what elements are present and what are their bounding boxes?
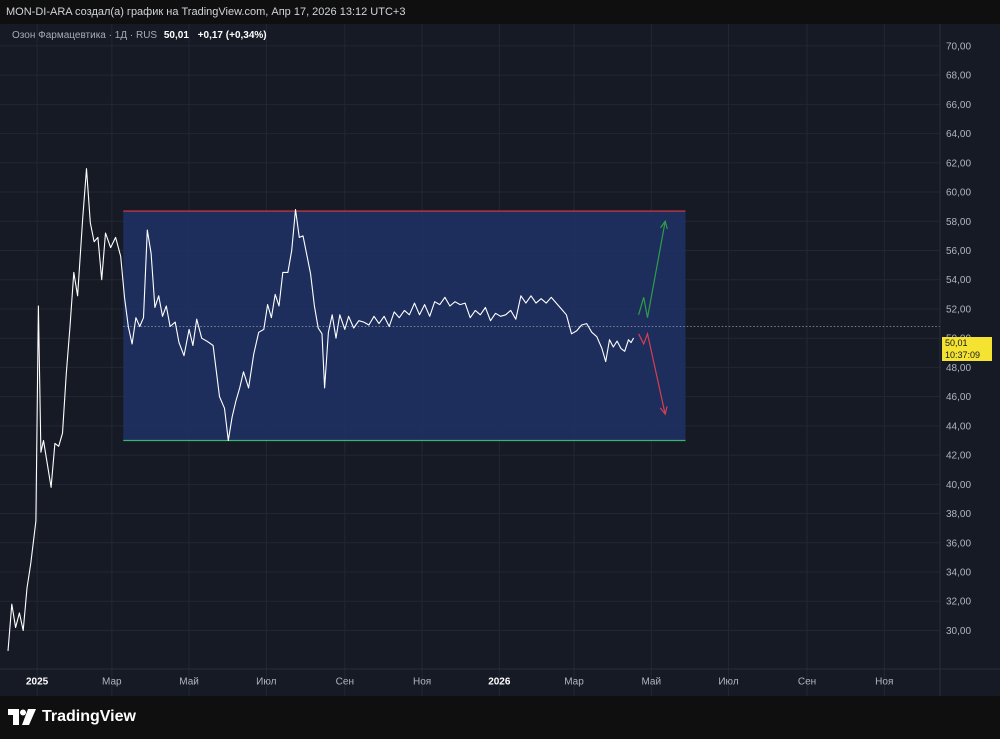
x-tick-label: Июл	[718, 677, 738, 688]
x-tick-label: Сен	[336, 677, 354, 688]
price-tag-countdown: 10:37:09	[945, 350, 981, 360]
price-series-line	[7, 168, 635, 651]
x-tick-label: Мар	[102, 677, 122, 688]
x-tick-label: Ноя	[413, 677, 431, 688]
brand-name: TradingView	[42, 708, 136, 725]
y-tick-label: 58,00	[946, 217, 971, 228]
y-tick-label: 52,00	[946, 304, 971, 315]
last-price: 50,01	[163, 30, 189, 41]
price-tag-value: 50,01	[945, 338, 968, 348]
y-tick-label: 42,00	[946, 451, 971, 462]
x-tick-label: Сен	[798, 677, 816, 688]
y-tick-label: 56,00	[946, 246, 971, 257]
x-tick-label: Мар	[564, 677, 584, 688]
x-tick-label: Май	[179, 677, 199, 688]
y-tick-label: 54,00	[946, 275, 971, 286]
x-tick-label: Май	[641, 677, 661, 688]
y-tick-label: 44,00	[946, 421, 971, 432]
attribution-bar: MON-DI-ARA создал(а) график на TradingVi…	[0, 0, 1000, 24]
tradingview-logo[interactable]: TradingView	[8, 704, 136, 730]
y-tick-label: 66,00	[946, 100, 971, 111]
projection-up-path	[638, 221, 666, 318]
attribution-text: MON-DI-ARA создал(а) график на TradingVi…	[6, 6, 406, 18]
symbol-legend: Озон Фармацевтика · 1Д · RUS 50,01 +0,17…	[12, 30, 267, 41]
y-tick-label: 38,00	[946, 509, 971, 520]
y-tick-label: 70,00	[946, 41, 971, 52]
y-tick-label: 48,00	[946, 363, 971, 374]
x-tick-label: 2026	[488, 677, 511, 688]
x-tick-label: Ноя	[875, 677, 893, 688]
price-change: +0,17 (+0,34%)	[197, 30, 267, 41]
x-tick-label: 2025	[26, 677, 49, 688]
y-tick-label: 68,00	[946, 71, 971, 82]
y-tick-label: 40,00	[946, 480, 971, 491]
y-tick-label: 46,00	[946, 392, 971, 403]
y-tick-label: 32,00	[946, 597, 971, 608]
projection-up-arrowhead	[660, 219, 668, 230]
symbol-name: Озон Фармацевтика · 1Д · RUS	[12, 30, 158, 41]
y-tick-label: 62,00	[946, 158, 971, 169]
y-tick-label: 60,00	[946, 188, 971, 199]
y-tick-label: 36,00	[946, 538, 971, 549]
y-tick-label: 30,00	[946, 626, 971, 637]
y-tick-label: 34,00	[946, 568, 971, 579]
x-tick-label: Июл	[256, 677, 276, 688]
range-box	[123, 211, 686, 441]
footer: TradingView	[0, 696, 1000, 739]
projection-down-path	[638, 331, 666, 415]
current-price-tag: 50,01 10:37:09	[942, 337, 992, 361]
price-chart[interactable]: 30,00 32,00 34,00 36,00 38,00 40,00 42,00 44,00…	[0, 0, 1000, 696]
y-tick-label: 64,00	[946, 129, 971, 140]
projection-down-arrowhead	[659, 406, 668, 416]
tradingview-logo-icon	[8, 709, 36, 725]
